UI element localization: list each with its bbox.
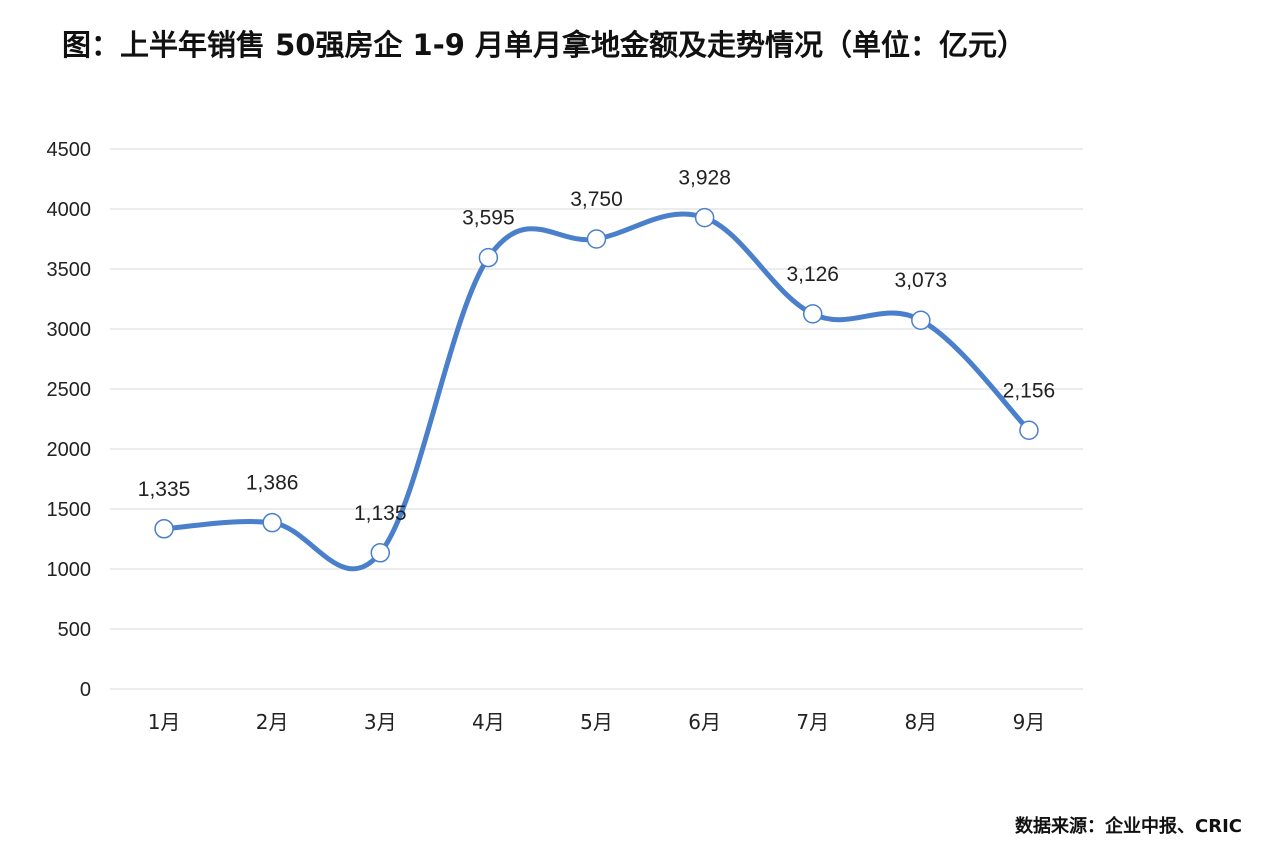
data-point xyxy=(262,512,282,533)
y-tick-label: 1500 xyxy=(47,499,92,521)
data-labels: 1,335 1,386 1,135 3,595 3,750 3,928 3,126 3,073… xyxy=(138,167,1055,525)
y-tick-label: 1000 xyxy=(47,559,92,581)
y-tick-label: 4500 xyxy=(47,139,92,161)
x-tick-label: 7月 xyxy=(796,710,829,734)
data-point xyxy=(478,247,499,268)
data-point xyxy=(911,310,931,330)
y-tick-label: 3500 xyxy=(47,259,92,281)
data-point xyxy=(694,207,715,228)
data-point xyxy=(586,229,607,249)
x-axis: 1月 2月 3月 4月 5月 6月 7月 8月 9月 xyxy=(148,710,1046,734)
data-label: 1,386 xyxy=(246,472,299,495)
x-tick-label: 9月 xyxy=(1013,710,1046,734)
y-tick-label: 500 xyxy=(58,619,91,641)
x-tick-label: 2月 xyxy=(256,710,289,734)
y-tick-label: 2000 xyxy=(47,439,92,461)
data-point xyxy=(1019,420,1039,441)
data-label: 3,595 xyxy=(462,207,515,230)
series-line xyxy=(161,211,1032,572)
y-tick-label: 4000 xyxy=(47,199,92,221)
data-point xyxy=(154,519,174,539)
data-label: 3,126 xyxy=(786,263,839,286)
x-tick-label: 5月 xyxy=(580,710,613,734)
data-label: 3,073 xyxy=(895,269,948,292)
data-label: 3,750 xyxy=(570,188,623,211)
data-label: 1,335 xyxy=(138,478,191,501)
x-tick-label: 4月 xyxy=(472,710,505,734)
y-tick-label: 3000 xyxy=(47,319,92,341)
source-note: 数据来源：企业中报、CRIC xyxy=(1015,816,1242,837)
x-tick-label: 1月 xyxy=(148,710,181,734)
data-label: 3,928 xyxy=(678,167,731,190)
data-point xyxy=(802,304,823,324)
y-axis: 0 500 1000 1500 2000 2500 3000 3500 4000 4500 xyxy=(47,139,92,701)
data-label: 2,156 xyxy=(1003,379,1056,402)
x-tick-label: 8月 xyxy=(904,710,937,734)
y-tick-label: 0 xyxy=(80,679,91,701)
x-tick-label: 3月 xyxy=(364,710,397,734)
chart-title: 图：上半年销售 50强房企 1-9 月单月拿地金额及走势情况（单位：亿元） xyxy=(62,28,1027,62)
y-tick-label: 2500 xyxy=(47,379,92,401)
data-markers xyxy=(154,207,1039,563)
x-tick-label: 6月 xyxy=(688,710,721,734)
data-label: 1,135 xyxy=(354,502,407,525)
data-point xyxy=(370,543,391,563)
